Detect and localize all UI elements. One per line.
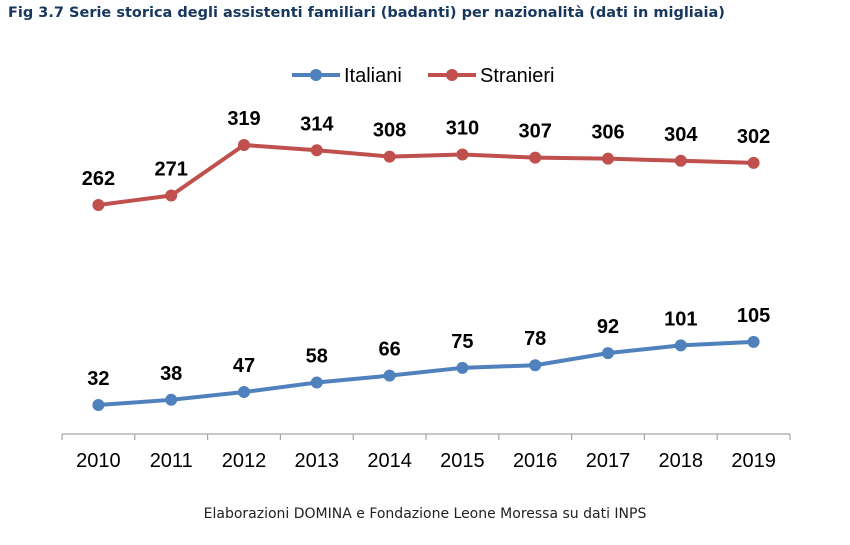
- data-label: 308: [373, 120, 406, 142]
- data-point: [529, 151, 542, 164]
- data-labels: 32 38 47 58 66 75 78 92 101 105 262 271 319 314 308 310…: [82, 108, 771, 390]
- data-label: 58: [306, 346, 328, 368]
- x-tick-label: 2011: [150, 450, 193, 472]
- series-italiani: [92, 335, 760, 411]
- data-point: [456, 361, 469, 374]
- legend-label: Italiani: [344, 65, 402, 87]
- data-label: 271: [155, 159, 188, 181]
- legend-item-stranieri: Stranieri: [428, 65, 554, 87]
- data-point: [747, 156, 760, 169]
- data-label: 304: [664, 124, 698, 146]
- data-point: [383, 150, 396, 163]
- series-line: [98, 339, 754, 407]
- data-point: [456, 148, 469, 161]
- x-tick-label: 2012: [222, 450, 267, 472]
- data-point: [310, 144, 323, 157]
- legend-marker: [446, 69, 458, 81]
- x-tick-label: 2017: [586, 450, 631, 472]
- data-point: [747, 335, 760, 348]
- data-point: [674, 339, 687, 352]
- data-label: 310: [446, 117, 479, 139]
- data-label: 92: [597, 316, 619, 338]
- data-label: 78: [524, 328, 546, 350]
- x-tick-label: 2013: [295, 450, 340, 472]
- x-tick-label: 2010: [76, 450, 121, 472]
- data-point: [310, 376, 323, 389]
- legend-item-italiani: Italiani: [292, 65, 402, 87]
- series-layer: [92, 139, 760, 411]
- source-note: Elaborazioni DOMINA e Fondazione Leone M…: [203, 506, 647, 522]
- x-tick-label: 2014: [367, 450, 412, 472]
- data-point: [383, 369, 396, 382]
- data-point: [602, 152, 614, 165]
- data-point: [674, 154, 687, 167]
- data-point: [529, 359, 542, 372]
- legend-label: Stranieri: [480, 65, 554, 87]
- data-label: 307: [519, 121, 552, 143]
- data-point: [602, 347, 614, 360]
- data-label: 101: [664, 308, 697, 330]
- data-label: 314: [300, 113, 334, 135]
- data-point: [238, 139, 250, 152]
- legend: Italiani Stranieri: [292, 65, 554, 87]
- x-tick-label: 2015: [440, 450, 485, 472]
- x-tick-label: 2019: [731, 450, 776, 472]
- series-line: [98, 143, 754, 207]
- data-label: 105: [737, 305, 770, 327]
- x-tick-label: 2018: [659, 450, 704, 472]
- data-label: 306: [591, 122, 624, 144]
- data-label: 302: [737, 126, 770, 148]
- data-label: 66: [378, 339, 400, 361]
- x-tick-label: 2016: [513, 450, 558, 472]
- x-axis: 2010 2011 2012 2013 2014 2015 2016 2017 2018 2019: [61, 433, 791, 472]
- data-label: 38: [160, 363, 182, 385]
- data-label: 319: [227, 108, 260, 130]
- data-label: 32: [87, 368, 109, 390]
- data-point: [165, 189, 178, 202]
- data-point: [238, 386, 250, 399]
- legend-marker: [310, 69, 322, 81]
- data-label: 262: [82, 168, 115, 190]
- series-stranieri: [92, 139, 760, 211]
- data-label: 75: [451, 331, 473, 353]
- data-point: [92, 199, 105, 211]
- data-point: [92, 399, 105, 411]
- data-label: 47: [233, 355, 255, 377]
- data-point: [165, 393, 178, 406]
- chart-title: Fig 3.7 Serie storica degli assistenti f…: [8, 5, 725, 21]
